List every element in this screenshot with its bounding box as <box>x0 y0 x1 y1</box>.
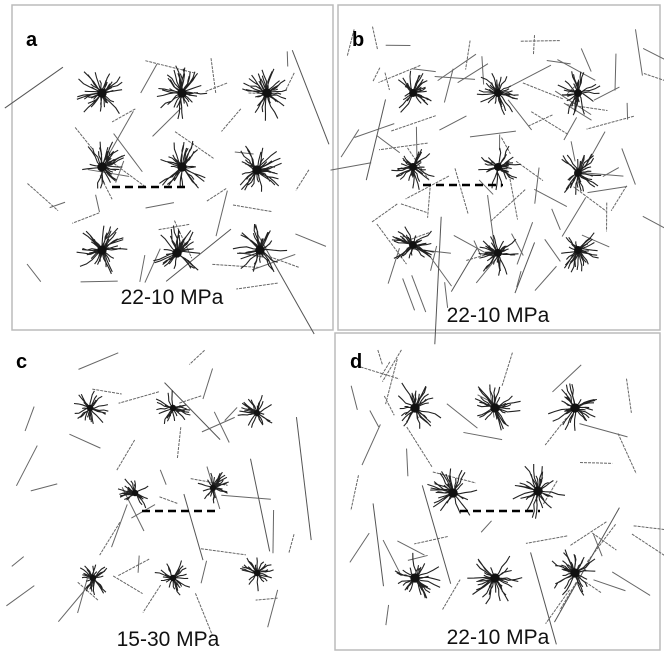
natural-fracture <box>58 589 85 621</box>
cluster-core <box>90 575 96 581</box>
panel-caption: 22-10 MPa <box>121 286 224 309</box>
cluster-core <box>262 88 271 97</box>
natural-fracture <box>12 557 24 567</box>
natural-fracture <box>256 598 278 600</box>
natural-fracture <box>159 497 177 504</box>
natural-fracture <box>273 510 274 553</box>
panel-frame <box>335 333 660 650</box>
panel-caption: 15-30 MPa <box>117 628 220 651</box>
natural-fracture <box>112 504 128 547</box>
panel-caption: 22-10 MPa <box>447 626 550 649</box>
cluster-core <box>172 248 181 257</box>
cluster-core <box>97 162 106 171</box>
natural-fracture <box>160 470 166 485</box>
natural-fracture <box>268 590 278 627</box>
natural-fracture <box>289 534 294 553</box>
natural-fracture <box>201 549 246 555</box>
cluster-core <box>409 89 417 97</box>
natural-fracture <box>143 585 161 612</box>
natural-fracture <box>201 561 206 583</box>
natural-fracture <box>81 281 118 282</box>
natural-fracture <box>69 434 100 448</box>
natural-fracture <box>189 350 204 364</box>
cluster-core <box>97 88 106 97</box>
natural-fracture <box>177 427 180 458</box>
long-fracture <box>296 417 311 540</box>
cluster-core <box>409 241 417 249</box>
natural-fracture <box>221 495 271 499</box>
cluster-core <box>570 568 579 577</box>
cluster-core <box>254 410 260 416</box>
panel-label: d <box>350 351 362 373</box>
cluster-core <box>132 490 138 496</box>
natural-fracture <box>31 484 57 491</box>
cluster-core <box>170 575 176 581</box>
cluster-core <box>490 573 499 582</box>
panel-label: b <box>352 29 364 51</box>
cluster-core <box>494 163 502 171</box>
natural-fracture <box>287 51 288 66</box>
panel-label: a <box>26 29 38 51</box>
figure: a b c d 22-10 MPa 22-10 MPa 15-30 MPa 22… <box>0 0 664 653</box>
cluster-core <box>97 245 106 254</box>
cluster-core <box>574 246 582 254</box>
panel-label: c <box>16 351 27 373</box>
cluster-core <box>210 485 216 491</box>
natural-fracture <box>79 353 119 370</box>
long-fracture <box>184 494 203 560</box>
cluster-core <box>255 245 264 254</box>
natural-fracture <box>92 389 121 394</box>
natural-fracture <box>203 369 213 400</box>
natural-fracture <box>25 407 34 431</box>
cluster-core <box>410 403 419 412</box>
natural-fracture <box>118 559 149 576</box>
cluster-core <box>170 405 176 411</box>
natural-fracture <box>117 440 135 470</box>
cluster-core <box>574 89 582 97</box>
cluster-core <box>87 405 93 411</box>
cluster-core <box>448 488 457 497</box>
cluster-core <box>254 570 260 576</box>
natural-fracture <box>16 446 37 486</box>
cluster-core <box>252 165 261 174</box>
cluster-core <box>177 162 186 171</box>
cluster-core <box>570 403 579 412</box>
natural-fracture <box>178 396 201 404</box>
long-fracture <box>250 459 269 552</box>
panel-caption: 22-10 MPa <box>447 304 550 327</box>
natural-fracture <box>113 576 142 594</box>
cluster-core <box>494 89 502 97</box>
cluster-core <box>409 163 417 171</box>
natural-fracture <box>214 412 229 443</box>
natural-fracture <box>6 586 34 606</box>
cluster-core <box>490 403 499 412</box>
cluster-core <box>494 249 502 257</box>
natural-fracture <box>138 556 139 573</box>
cluster-core <box>533 486 542 495</box>
natural-fracture <box>100 522 120 555</box>
cluster-core <box>574 169 582 177</box>
cluster-core <box>410 573 419 582</box>
natural-fracture <box>119 392 159 404</box>
cluster-core <box>177 88 186 97</box>
